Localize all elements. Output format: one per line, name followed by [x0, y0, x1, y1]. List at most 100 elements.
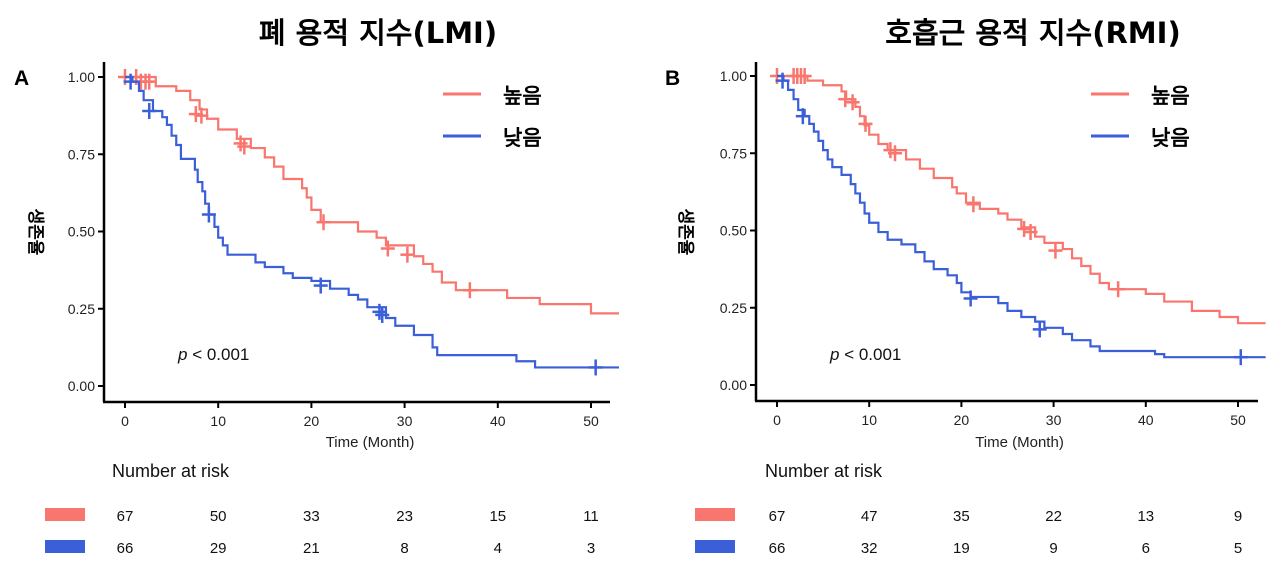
- risk-number: 5: [1234, 540, 1242, 557]
- panel-a: 폐 용적 지수(LMI) A 0.00 0.25 0.50 0.75 1.00 0 10 20…: [14, 16, 619, 557]
- y-tick-label: 0.75: [68, 146, 95, 162]
- censor-mark: [838, 91, 853, 108]
- risk-number: 50: [210, 508, 227, 525]
- censor-mark: [400, 246, 415, 263]
- censor-mark: [237, 138, 252, 155]
- risk-number: 66: [117, 540, 134, 557]
- censor-mark: [797, 68, 812, 84]
- censor-mark: [372, 303, 387, 320]
- censor-mark: [462, 282, 477, 299]
- risk-number: 4: [494, 540, 502, 557]
- risk-number: 29: [210, 540, 227, 557]
- censor-mark: [888, 145, 903, 162]
- panel-letter: A: [14, 67, 29, 90]
- risk-number: 67: [117, 508, 134, 525]
- risk-table-title: Number at risk: [765, 461, 883, 481]
- y-tick-label: 0.25: [720, 300, 747, 316]
- y-tick-label: 0.50: [720, 223, 747, 239]
- risk-row-swatch: [695, 508, 735, 521]
- p-value-annotation: p < 0.001: [177, 345, 249, 364]
- x-tick-label: 20: [954, 412, 970, 428]
- censor-mark: [588, 359, 603, 376]
- y-axis-title: 생존율: [675, 209, 695, 256]
- risk-number: 21: [303, 540, 320, 557]
- censor-mark: [795, 108, 810, 125]
- km-curve-low: [777, 74, 1266, 359]
- y-tick-label: 0.75: [720, 145, 747, 161]
- risk-number: 9: [1234, 508, 1242, 525]
- censor-mark: [966, 196, 981, 213]
- legend-label: 높음: [503, 84, 542, 108]
- censor-mark: [1111, 281, 1126, 298]
- risk-number: 67: [769, 508, 786, 525]
- risk-number: 22: [1045, 508, 1062, 525]
- risk-row-swatch: [45, 540, 85, 553]
- risk-number: 32: [861, 540, 878, 557]
- censor-mark: [775, 72, 790, 89]
- legend-label: 낮음: [503, 126, 542, 150]
- y-tick-label: 0.00: [720, 377, 747, 393]
- censor-mark: [1017, 220, 1032, 237]
- p-symbol: p: [829, 345, 839, 364]
- chart-title: 호흡근 용적 지수(RMI): [885, 16, 1180, 50]
- y-tick-label: 0.00: [68, 378, 95, 394]
- risk-number: 35: [953, 508, 970, 525]
- censor-mark: [194, 107, 209, 124]
- panel-b: 호흡근 용적 지수(RMI) B 0.00 0.25 0.50 0.75 1.00 0 10…: [665, 16, 1266, 557]
- x-tick-label: 30: [1046, 412, 1062, 428]
- y-tick-label: 1.00: [720, 68, 747, 84]
- risk-number: 47: [861, 508, 878, 525]
- y-axis-title: 생존율: [25, 209, 45, 256]
- legend-label: 높음: [1151, 84, 1190, 108]
- risk-number: 33: [303, 508, 320, 525]
- censor-mark: [1048, 242, 1063, 259]
- censor-mark: [313, 277, 328, 294]
- risk-number: 6: [1142, 540, 1150, 557]
- censor-mark: [858, 115, 873, 132]
- censor-mark: [1032, 321, 1047, 338]
- x-tick-label: 0: [773, 412, 781, 428]
- p-value-text: < 0.001: [839, 345, 901, 364]
- panel-letter: B: [665, 67, 680, 90]
- p-value-annotation: p < 0.001: [829, 345, 901, 364]
- censor-mark: [1023, 224, 1038, 241]
- risk-number: 15: [489, 508, 506, 525]
- censor-mark: [1233, 349, 1248, 366]
- x-tick-label: 40: [490, 413, 506, 429]
- censor-mark: [142, 102, 157, 119]
- y-tick-label: 0.50: [68, 224, 95, 240]
- censor-mark: [963, 290, 978, 307]
- censor-mark: [123, 73, 138, 90]
- legend-label: 낮음: [1151, 126, 1190, 150]
- censor-mark: [316, 214, 331, 231]
- censor-mark: [142, 73, 157, 90]
- x-axis-title: Time (Month): [326, 434, 415, 451]
- censor-mark: [380, 240, 395, 257]
- risk-row-swatch: [45, 508, 85, 521]
- x-tick-label: 0: [121, 413, 129, 429]
- risk-number: 23: [396, 508, 413, 525]
- risk-number: 13: [1137, 508, 1154, 525]
- risk-number: 3: [587, 540, 595, 557]
- x-tick-label: 30: [397, 413, 413, 429]
- y-tick-label: 1.00: [68, 69, 95, 85]
- risk-number: 9: [1049, 540, 1057, 557]
- km-curve-high: [777, 74, 1266, 325]
- x-tick-label: 10: [210, 413, 226, 429]
- km-curve-low: [125, 75, 619, 369]
- risk-number: 8: [400, 540, 408, 557]
- risk-row-swatch: [695, 540, 735, 553]
- censor-mark: [845, 94, 860, 111]
- risk-number: 11: [583, 508, 599, 525]
- y-tick-label: 0.25: [68, 301, 95, 317]
- censor-mark: [201, 206, 216, 223]
- x-tick-label: 50: [583, 413, 599, 429]
- chart-title: 폐 용적 지수(LMI): [259, 16, 497, 50]
- censor-mark: [375, 306, 390, 323]
- risk-table-title: Number at risk: [112, 461, 230, 481]
- x-tick-label: 20: [304, 413, 320, 429]
- risk-number: 19: [953, 540, 970, 557]
- p-symbol: p: [177, 345, 187, 364]
- x-tick-label: 10: [861, 412, 877, 428]
